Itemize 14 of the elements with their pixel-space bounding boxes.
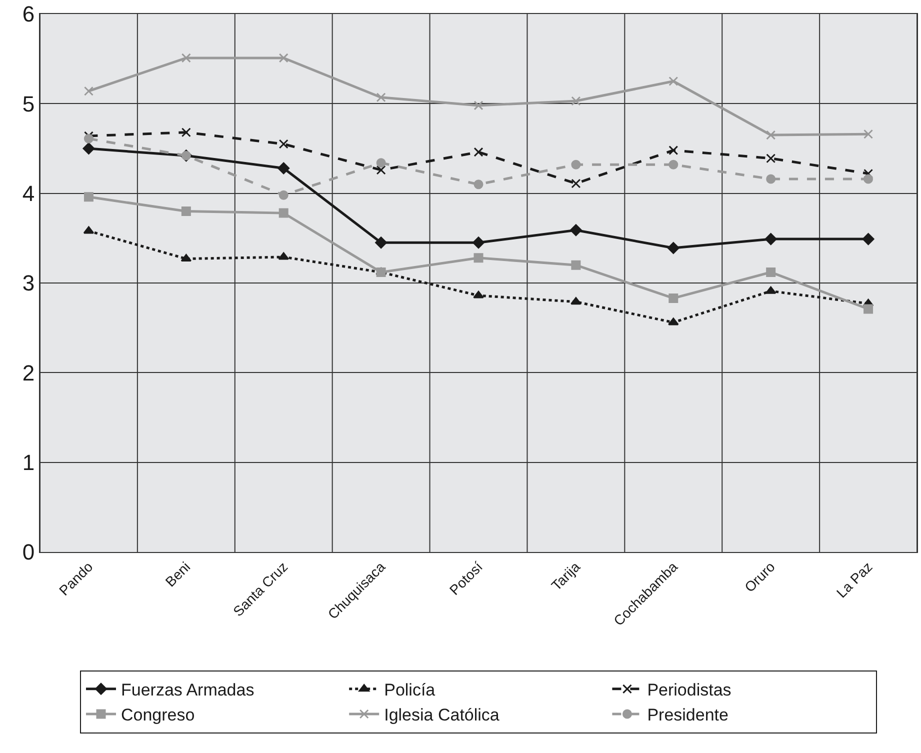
legend-label: Presidente [647, 706, 728, 725]
legend-label: Fuerzas Armadas [121, 680, 254, 700]
y-tick-label: 6 [22, 2, 35, 27]
x-tick-label: La Paz [833, 558, 876, 601]
y-tick-label: 5 [22, 91, 35, 116]
y-tick-label: 3 [22, 270, 35, 296]
legend-label: Iglesia Católica [384, 706, 500, 725]
legend-label: Policía [384, 680, 436, 700]
y-tick-label: 1 [22, 450, 35, 476]
y-tick-label: 4 [22, 181, 35, 206]
y-tick-label: 0 [22, 540, 35, 565]
legend-label: Periodistas [647, 680, 732, 700]
legend-label: Congreso [121, 706, 195, 725]
y-tick-label: 2 [22, 360, 35, 386]
